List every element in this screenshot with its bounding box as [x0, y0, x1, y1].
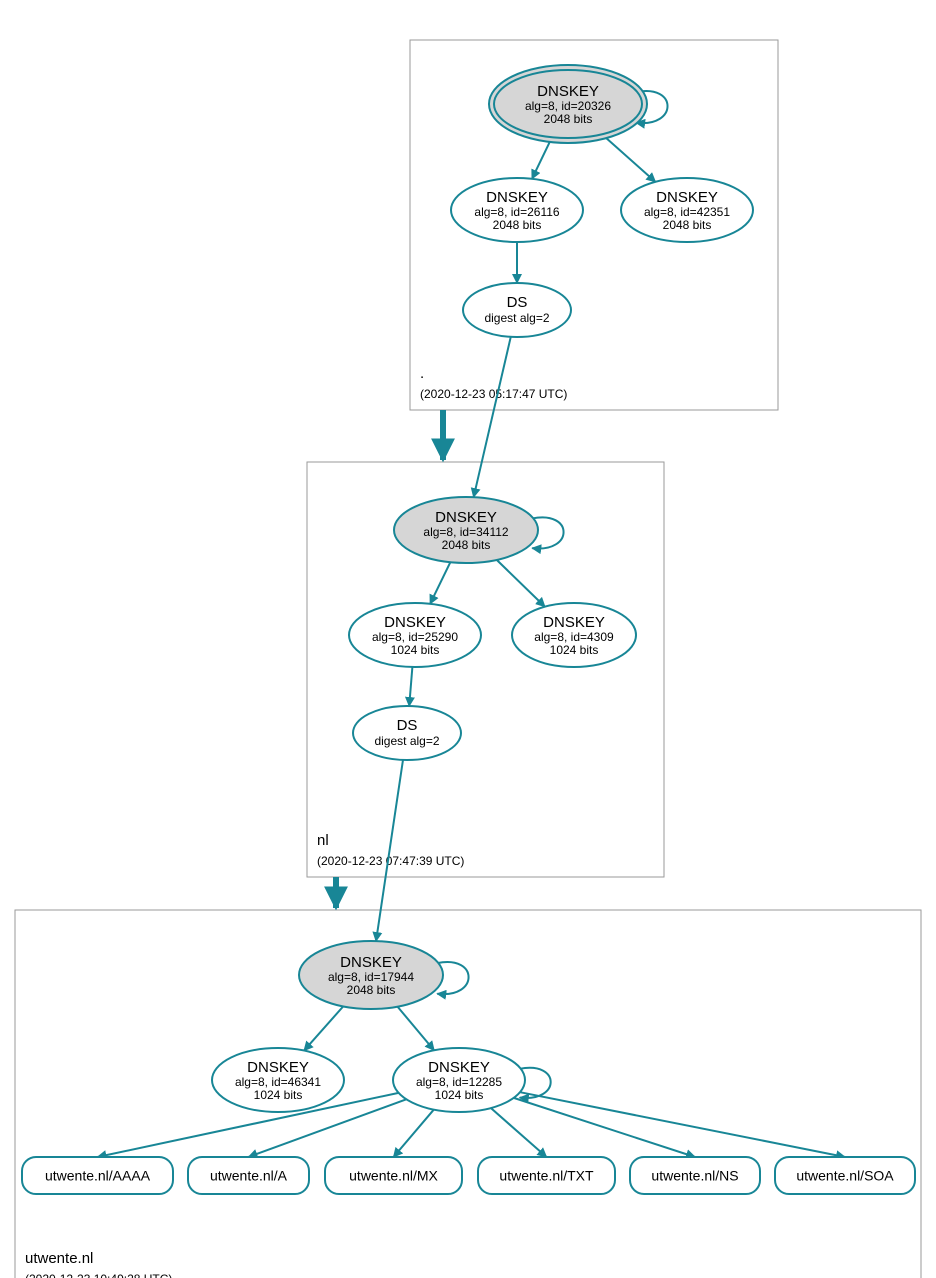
node-title: DNSKEY: [537, 83, 599, 100]
zone-sublabel: (2020-12-23 07:47:39 UTC): [317, 854, 464, 868]
node-ut_zsk1: DNSKEYalg=8, id=463411024 bits: [212, 1048, 344, 1112]
node-title: DNSKEY: [543, 614, 605, 631]
rrset-label: utwente.nl/TXT: [499, 1168, 594, 1184]
node-title: DNSKEY: [384, 614, 446, 631]
rrset-label: utwente.nl/NS: [651, 1168, 738, 1184]
node-nl_zsk2: DNSKEYalg=8, id=43091024 bits: [512, 603, 636, 667]
rrset-rr_a: utwente.nl/A: [188, 1157, 309, 1194]
node-line2: alg=8, id=12285: [416, 1075, 502, 1089]
node-line2: alg=8, id=34112: [423, 525, 509, 539]
node-root_ksk: DNSKEYalg=8, id=203262048 bits: [489, 65, 647, 143]
zone-label: nl: [317, 832, 329, 849]
node-nl_ksk: DNSKEYalg=8, id=341122048 bits: [394, 497, 538, 563]
dnssec-diagram: . (2020-12-23 05:17:47 UTC) nl (2020-12-23 …: [0, 0, 936, 1278]
edge: [394, 1110, 434, 1157]
zone-sublabel: (2020-12-23 05:17:47 UTC): [420, 387, 567, 401]
node-line3: 1024 bits: [391, 643, 440, 657]
edge: [430, 562, 450, 604]
node-line2: alg=8, id=20326: [525, 99, 611, 113]
rrset-label: utwente.nl/SOA: [796, 1168, 894, 1184]
node-title: DS: [397, 717, 418, 734]
rrset-label: utwente.nl/A: [210, 1168, 288, 1184]
node-title: DNSKEY: [428, 1059, 490, 1076]
zone-sublabel: (2020-12-23 10:49:28 UTC): [25, 1272, 172, 1278]
node-title: DNSKEY: [656, 189, 718, 206]
node-nl_ds: DSdigest alg=2: [353, 706, 461, 760]
node-title: DNSKEY: [435, 509, 497, 526]
node-line2: alg=8, id=26116: [474, 205, 560, 219]
rrset-label: utwente.nl/AAAA: [45, 1168, 151, 1184]
node-line2: digest alg=2: [484, 311, 549, 325]
node-title: DNSKEY: [247, 1059, 309, 1076]
rrset-rr_ns: utwente.nl/NS: [630, 1157, 760, 1194]
node-title: DS: [507, 294, 528, 311]
edge: [514, 1098, 695, 1157]
edge: [532, 137, 552, 179]
edge: [474, 337, 511, 497]
edge: [304, 1006, 343, 1050]
node-root_zsk1: DNSKEYalg=8, id=261162048 bits: [451, 178, 583, 242]
node-line3: 2048 bits: [663, 218, 712, 232]
node-root_ds: DSdigest alg=2: [463, 283, 571, 337]
node-root_zsk2: DNSKEYalg=8, id=423512048 bits: [621, 178, 753, 242]
node-line3: 1024 bits: [435, 1088, 484, 1102]
rrset-rr_soa: utwente.nl/SOA: [775, 1157, 915, 1194]
node-title: DNSKEY: [340, 954, 402, 971]
node-line2: alg=8, id=46341: [235, 1075, 321, 1089]
zone-label: .: [420, 365, 424, 382]
rrsets-layer: utwente.nl/AAAA utwente.nl/A utwente.nl/MX…: [22, 1157, 915, 1194]
node-line2: alg=8, id=4309: [534, 630, 614, 644]
edge: [520, 1092, 845, 1157]
node-title: DNSKEY: [486, 189, 548, 206]
nodes-layer: DNSKEYalg=8, id=203262048 bitsDNSKEYalg=…: [212, 65, 753, 1112]
edge: [376, 760, 403, 941]
node-line3: 1024 bits: [550, 643, 599, 657]
edge: [497, 560, 545, 607]
node-line3: 2048 bits: [493, 218, 542, 232]
edge: [409, 667, 412, 706]
edge: [397, 1007, 434, 1051]
node-nl_zsk1: DNSKEYalg=8, id=252901024 bits: [349, 603, 481, 667]
node-line2: alg=8, id=17944: [328, 970, 414, 984]
rrset-rr_txt: utwente.nl/TXT: [478, 1157, 615, 1194]
rrset-label: utwente.nl/MX: [349, 1168, 438, 1184]
node-line2: alg=8, id=42351: [644, 205, 730, 219]
node-line3: 2048 bits: [544, 112, 593, 126]
edge: [491, 1108, 547, 1157]
rrset-rr_aaaa: utwente.nl/AAAA: [22, 1157, 173, 1194]
rrset-rr_mx: utwente.nl/MX: [325, 1157, 462, 1194]
node-line3: 1024 bits: [254, 1088, 303, 1102]
edge: [602, 134, 656, 182]
node-line2: digest alg=2: [374, 734, 439, 748]
node-line3: 2048 bits: [347, 983, 396, 997]
node-ut_zsk2: DNSKEYalg=8, id=122851024 bits: [393, 1048, 525, 1112]
zone-label: utwente.nl: [25, 1250, 93, 1267]
node-line2: alg=8, id=25290: [372, 630, 458, 644]
node-ut_ksk: DNSKEYalg=8, id=179442048 bits: [299, 941, 443, 1009]
node-line3: 2048 bits: [442, 538, 491, 552]
